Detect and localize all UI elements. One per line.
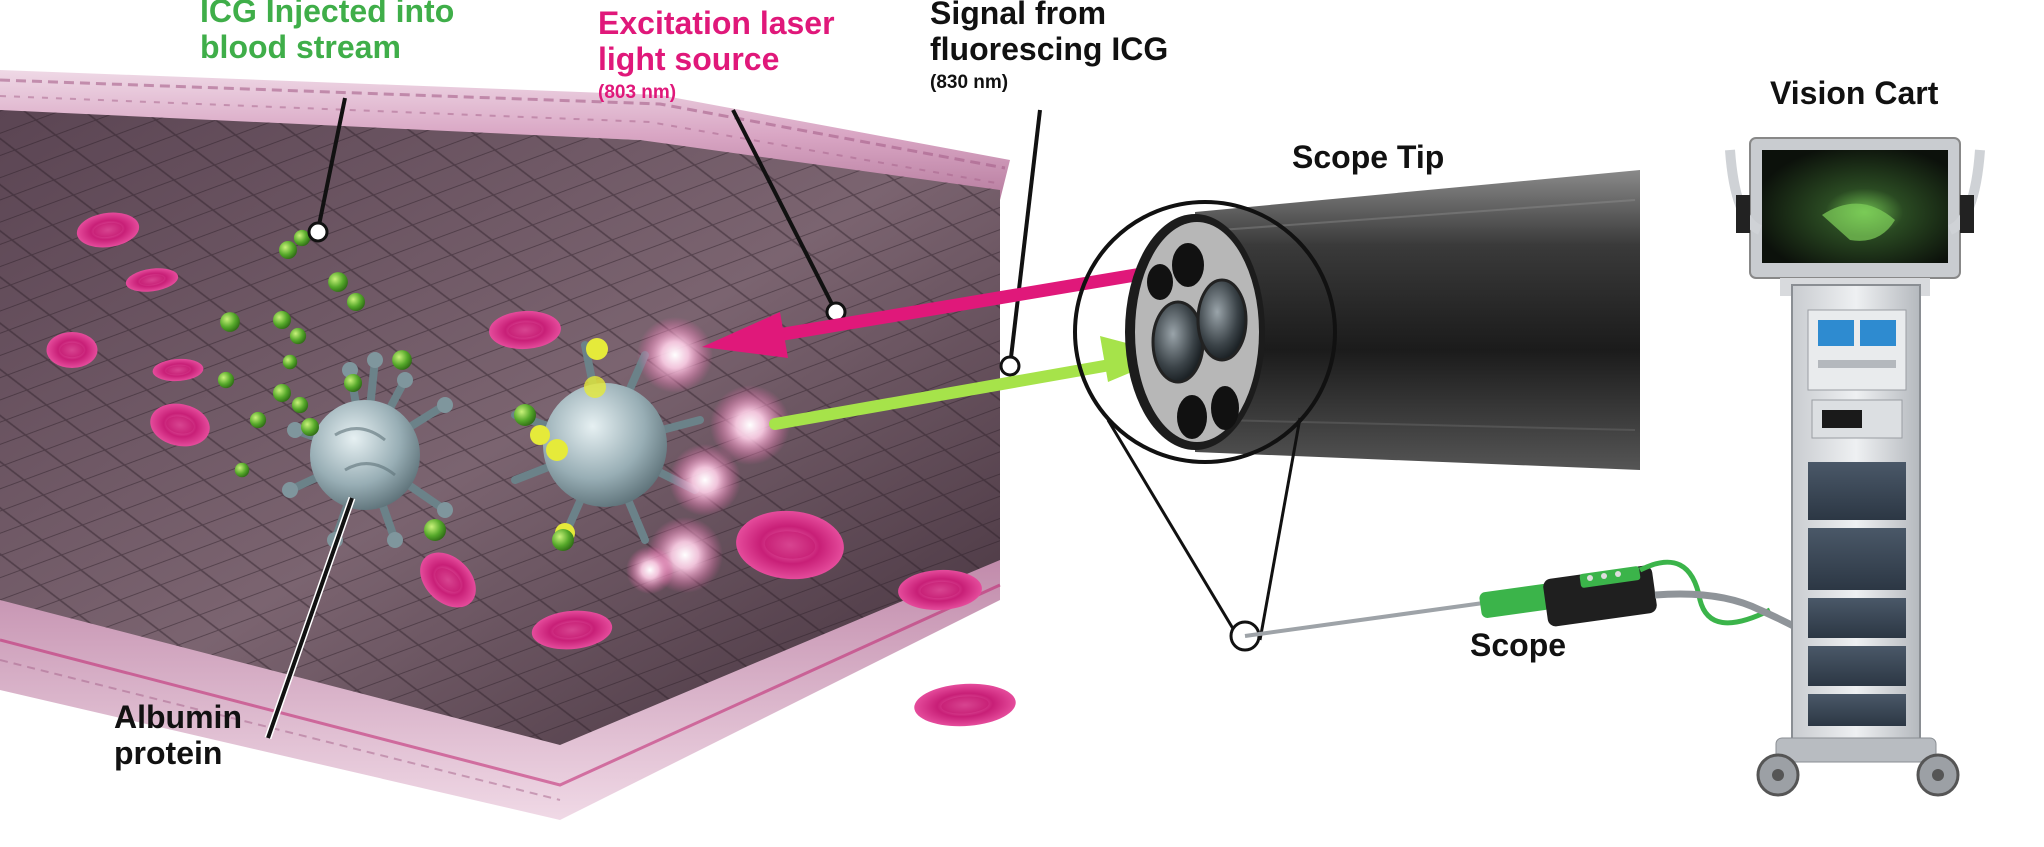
laser-label-line1: Excitation laser bbox=[598, 5, 835, 41]
icg-molecule-icon bbox=[279, 241, 297, 259]
albumin-label-line1: Albumin bbox=[114, 699, 242, 735]
signal-leader-dot bbox=[999, 355, 1021, 377]
icg-molecule-icon bbox=[289, 327, 307, 345]
vision-cart-icon bbox=[1725, 137, 1985, 797]
icg-molecule-icon bbox=[217, 371, 235, 389]
icg-molecule-icon bbox=[273, 384, 291, 402]
vision-cart-label: Vision Cart bbox=[1770, 75, 1939, 111]
laser-leader bbox=[731, 109, 838, 313]
scope-label: Scope bbox=[1470, 627, 1567, 663]
signal-wavelength: (830 nm) bbox=[930, 71, 1009, 93]
signal-label-line2: fluorescing ICG bbox=[930, 30, 1169, 67]
icg-molecule-icon bbox=[328, 272, 348, 292]
icg-leader bbox=[316, 97, 347, 231]
signal-label-line1: Signal from bbox=[930, 0, 1107, 31]
scope-tip-icon bbox=[1073, 170, 1640, 652]
laser-label-line2: light source bbox=[598, 40, 780, 77]
icg-molecule-icon bbox=[291, 396, 309, 414]
signal-leader bbox=[1008, 109, 1042, 367]
red-blood-cell-icon bbox=[46, 332, 98, 368]
albumin-protein-fluorescing bbox=[424, 317, 790, 594]
icg-label: ICG Injected into blood stream bbox=[200, 0, 454, 66]
albumin-label: Albumin protein bbox=[114, 699, 242, 772]
icg-leader-dot bbox=[307, 221, 329, 243]
icg-label-line2: blood stream bbox=[200, 28, 401, 65]
icg-molecule-icon bbox=[347, 293, 365, 311]
laser-label: Excitation laser light source (803 nm) bbox=[598, 5, 835, 103]
leader-lines bbox=[264, 97, 1042, 740]
icg-label-line1: ICG Injected into bbox=[200, 0, 455, 29]
icg-molecule-icon bbox=[392, 350, 412, 370]
icg-molecule-icon bbox=[249, 411, 267, 429]
blood-vessel bbox=[0, 70, 1010, 820]
scope-shaft-magnified bbox=[1195, 170, 1640, 470]
laser-wavelength: (803 nm) bbox=[598, 81, 677, 103]
icg-molecule-icon bbox=[220, 312, 240, 332]
icg-molecule-icon bbox=[273, 311, 291, 329]
scope-tip-label: Scope Tip bbox=[1292, 139, 1445, 175]
albumin-label-line2: protein bbox=[114, 734, 223, 771]
icg-molecule-icon bbox=[234, 462, 250, 478]
red-blood-cell-icon bbox=[909, 679, 1021, 731]
icg-molecule-icon bbox=[282, 354, 298, 370]
signal-label: Signal from fluorescing ICG (830 nm) bbox=[930, 0, 1168, 93]
vessel-top-wall bbox=[0, 70, 1010, 200]
